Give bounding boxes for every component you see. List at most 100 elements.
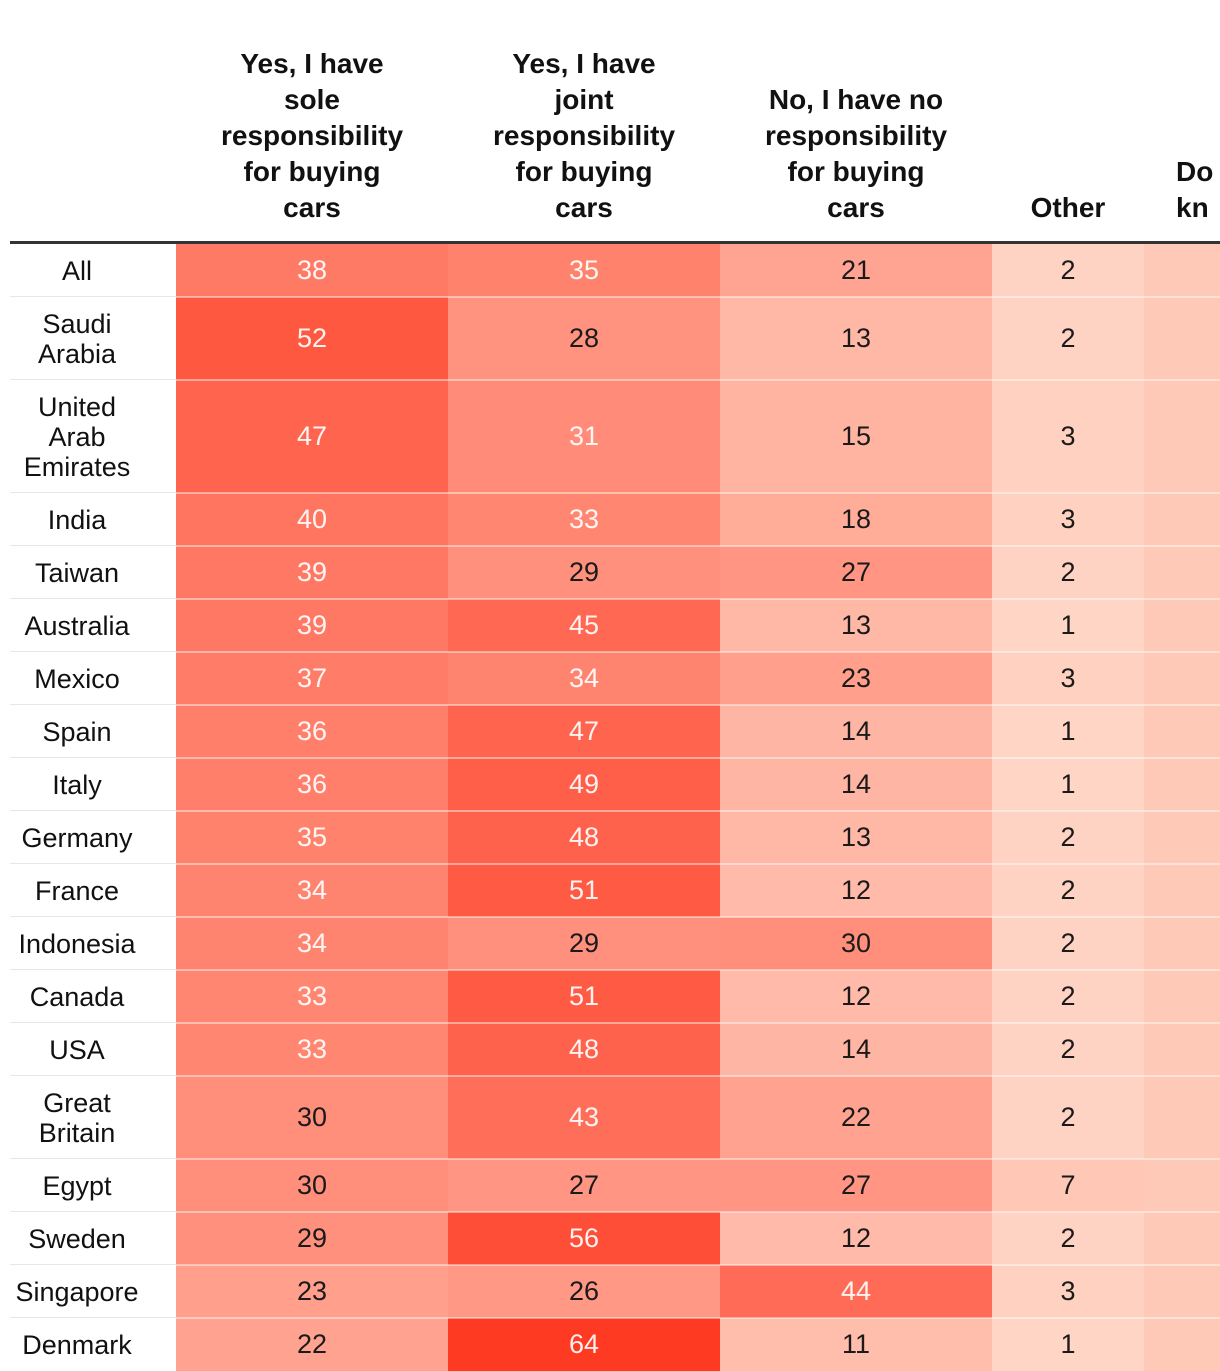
heatmap-cell: 2 <box>992 970 1144 1023</box>
table-row: Italy 36 49 14 1 <box>0 758 1220 811</box>
cell-value: 2 <box>1060 1034 1076 1064</box>
row-label-line: Britain <box>38 1117 116 1148</box>
heatmap-cell: 56 <box>448 1212 720 1265</box>
heatmap-cell: 3 <box>992 1265 1144 1318</box>
heatmap-cell: 3 <box>992 493 1144 546</box>
heatmap-cell: 2 <box>992 297 1144 380</box>
cell-value: 23 <box>296 1276 328 1306</box>
heatmap-cell: 36 <box>176 758 448 811</box>
heatmap-cell: 12 <box>720 1212 992 1265</box>
cell-value: 47 <box>296 421 328 451</box>
table-row: Canada 33 51 12 2 <box>0 970 1220 1023</box>
truncated-cell <box>1144 1159 1220 1212</box>
heatmap-cell: 30 <box>176 1159 448 1212</box>
heatmap-cell: 31 <box>448 380 720 493</box>
heatmap-cell: 30 <box>176 1076 448 1159</box>
row-divider <box>10 651 1220 653</box>
table-row: India 40 33 18 3 <box>0 493 1220 546</box>
truncated-cell <box>1144 244 1220 297</box>
table-row: France 34 51 12 2 <box>0 864 1220 917</box>
heatmap-cell: 3 <box>992 380 1144 493</box>
row-label-line: India <box>47 504 107 535</box>
row-divider <box>10 757 1220 759</box>
cell-value: 48 <box>568 822 600 852</box>
row-label-line: France <box>34 875 120 906</box>
cell-value: 52 <box>296 323 328 353</box>
label-divider <box>10 1022 176 1023</box>
column-header-line: cars <box>827 192 885 223</box>
cell-value: 12 <box>840 981 872 1011</box>
cell-value: 2 <box>1060 255 1076 285</box>
cell-value: 33 <box>296 1034 328 1064</box>
truncated-cell <box>1144 864 1220 917</box>
heatmap-cell: 34 <box>176 864 448 917</box>
row-label: United Arab Emirates <box>10 380 144 493</box>
row-divider <box>10 296 1220 298</box>
row-label: All <box>10 244 144 297</box>
column-header-3: No, I have no responsibility for buying car… <box>706 40 1006 226</box>
table-row: Saudi Arabia 52 28 13 2 <box>0 297 1220 380</box>
heatmap-cell: 7 <box>992 1159 1144 1212</box>
table-row: Singapore 23 26 44 3 <box>0 1265 1220 1318</box>
table-row: Sweden 29 56 12 2 <box>0 1212 1220 1265</box>
heatmap-cell: 18 <box>720 493 992 546</box>
heatmap-cell: 47 <box>176 380 448 493</box>
label-divider <box>10 1158 176 1159</box>
row-label-line: Indonesia <box>18 928 136 959</box>
cell-value: 48 <box>568 1034 600 1064</box>
label-divider <box>10 598 176 599</box>
heatmap-cell: 2 <box>992 1023 1144 1076</box>
cell-value: 34 <box>296 928 328 958</box>
cell-value: 29 <box>296 1223 328 1253</box>
cell-value: 1 <box>1060 1329 1076 1359</box>
cell-value: 3 <box>1060 1276 1076 1306</box>
heatmap-cell: 37 <box>176 652 448 705</box>
cell-value: 7 <box>1060 1170 1076 1200</box>
truncated-cell <box>1144 811 1220 864</box>
heatmap-cell: 33 <box>176 1023 448 1076</box>
table-row: USA 33 48 14 2 <box>0 1023 1220 1076</box>
heatmap-cell: 28 <box>448 297 720 380</box>
cell-value: 2 <box>1060 323 1076 353</box>
table-row: Taiwan 39 29 27 2 <box>0 546 1220 599</box>
heatmap-cell: 27 <box>448 1159 720 1212</box>
row-divider <box>10 810 1220 812</box>
label-divider <box>10 969 176 970</box>
table-row: United Arab Emirates 47 31 15 3 <box>0 380 1220 493</box>
cell-value: 35 <box>296 822 328 852</box>
heatmap-cell: 1 <box>992 599 1144 652</box>
row-label: Saudi Arabia <box>10 297 144 380</box>
row-divider <box>10 704 1220 706</box>
table-row: Germany 35 48 13 2 <box>0 811 1220 864</box>
column-header-line: cars <box>555 192 613 223</box>
table-row: All 38 35 21 2 <box>0 244 1220 297</box>
cell-value: 47 <box>568 716 600 746</box>
heatmap-cell: 33 <box>176 970 448 1023</box>
column-header-line: joint <box>554 84 614 115</box>
cell-value: 33 <box>296 981 328 1011</box>
row-label-line: Emirates <box>23 451 131 482</box>
cell-value: 51 <box>568 981 600 1011</box>
cell-value: 14 <box>840 1034 872 1064</box>
cell-value: 22 <box>840 1102 872 1132</box>
row-label-line: Mexico <box>34 663 120 694</box>
table-row: Great Britain 30 43 22 2 <box>0 1076 1220 1159</box>
heatmap-cell: 2 <box>992 244 1144 297</box>
row-divider <box>10 969 1220 971</box>
cell-value: 3 <box>1060 663 1076 693</box>
cell-value: 51 <box>568 875 600 905</box>
cell-value: 13 <box>840 822 872 852</box>
row-divider <box>10 1211 1220 1213</box>
heatmap-cell: 39 <box>176 546 448 599</box>
row-label-line: Arabia <box>37 338 117 369</box>
heatmap-cell: 51 <box>448 864 720 917</box>
cell-value: 27 <box>840 557 872 587</box>
row-label: Spain <box>10 705 144 758</box>
heatmap-cell: 2 <box>992 546 1144 599</box>
heatmap-cell: 47 <box>448 705 720 758</box>
cell-value: 49 <box>568 769 600 799</box>
heatmap-cell: 52 <box>176 297 448 380</box>
label-divider <box>10 1211 176 1212</box>
heatmap-cell: 1 <box>992 758 1144 811</box>
